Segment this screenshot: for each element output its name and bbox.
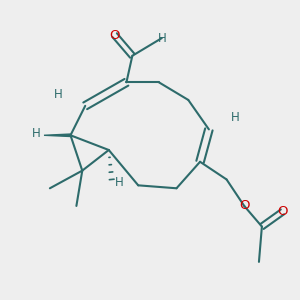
Text: H: H bbox=[158, 32, 166, 45]
Polygon shape bbox=[44, 134, 70, 136]
Text: H: H bbox=[115, 176, 124, 189]
Text: O: O bbox=[110, 29, 120, 42]
Text: O: O bbox=[277, 205, 288, 218]
Text: H: H bbox=[231, 111, 240, 124]
Text: O: O bbox=[239, 200, 250, 212]
Text: H: H bbox=[54, 88, 63, 100]
Text: H: H bbox=[32, 127, 41, 140]
